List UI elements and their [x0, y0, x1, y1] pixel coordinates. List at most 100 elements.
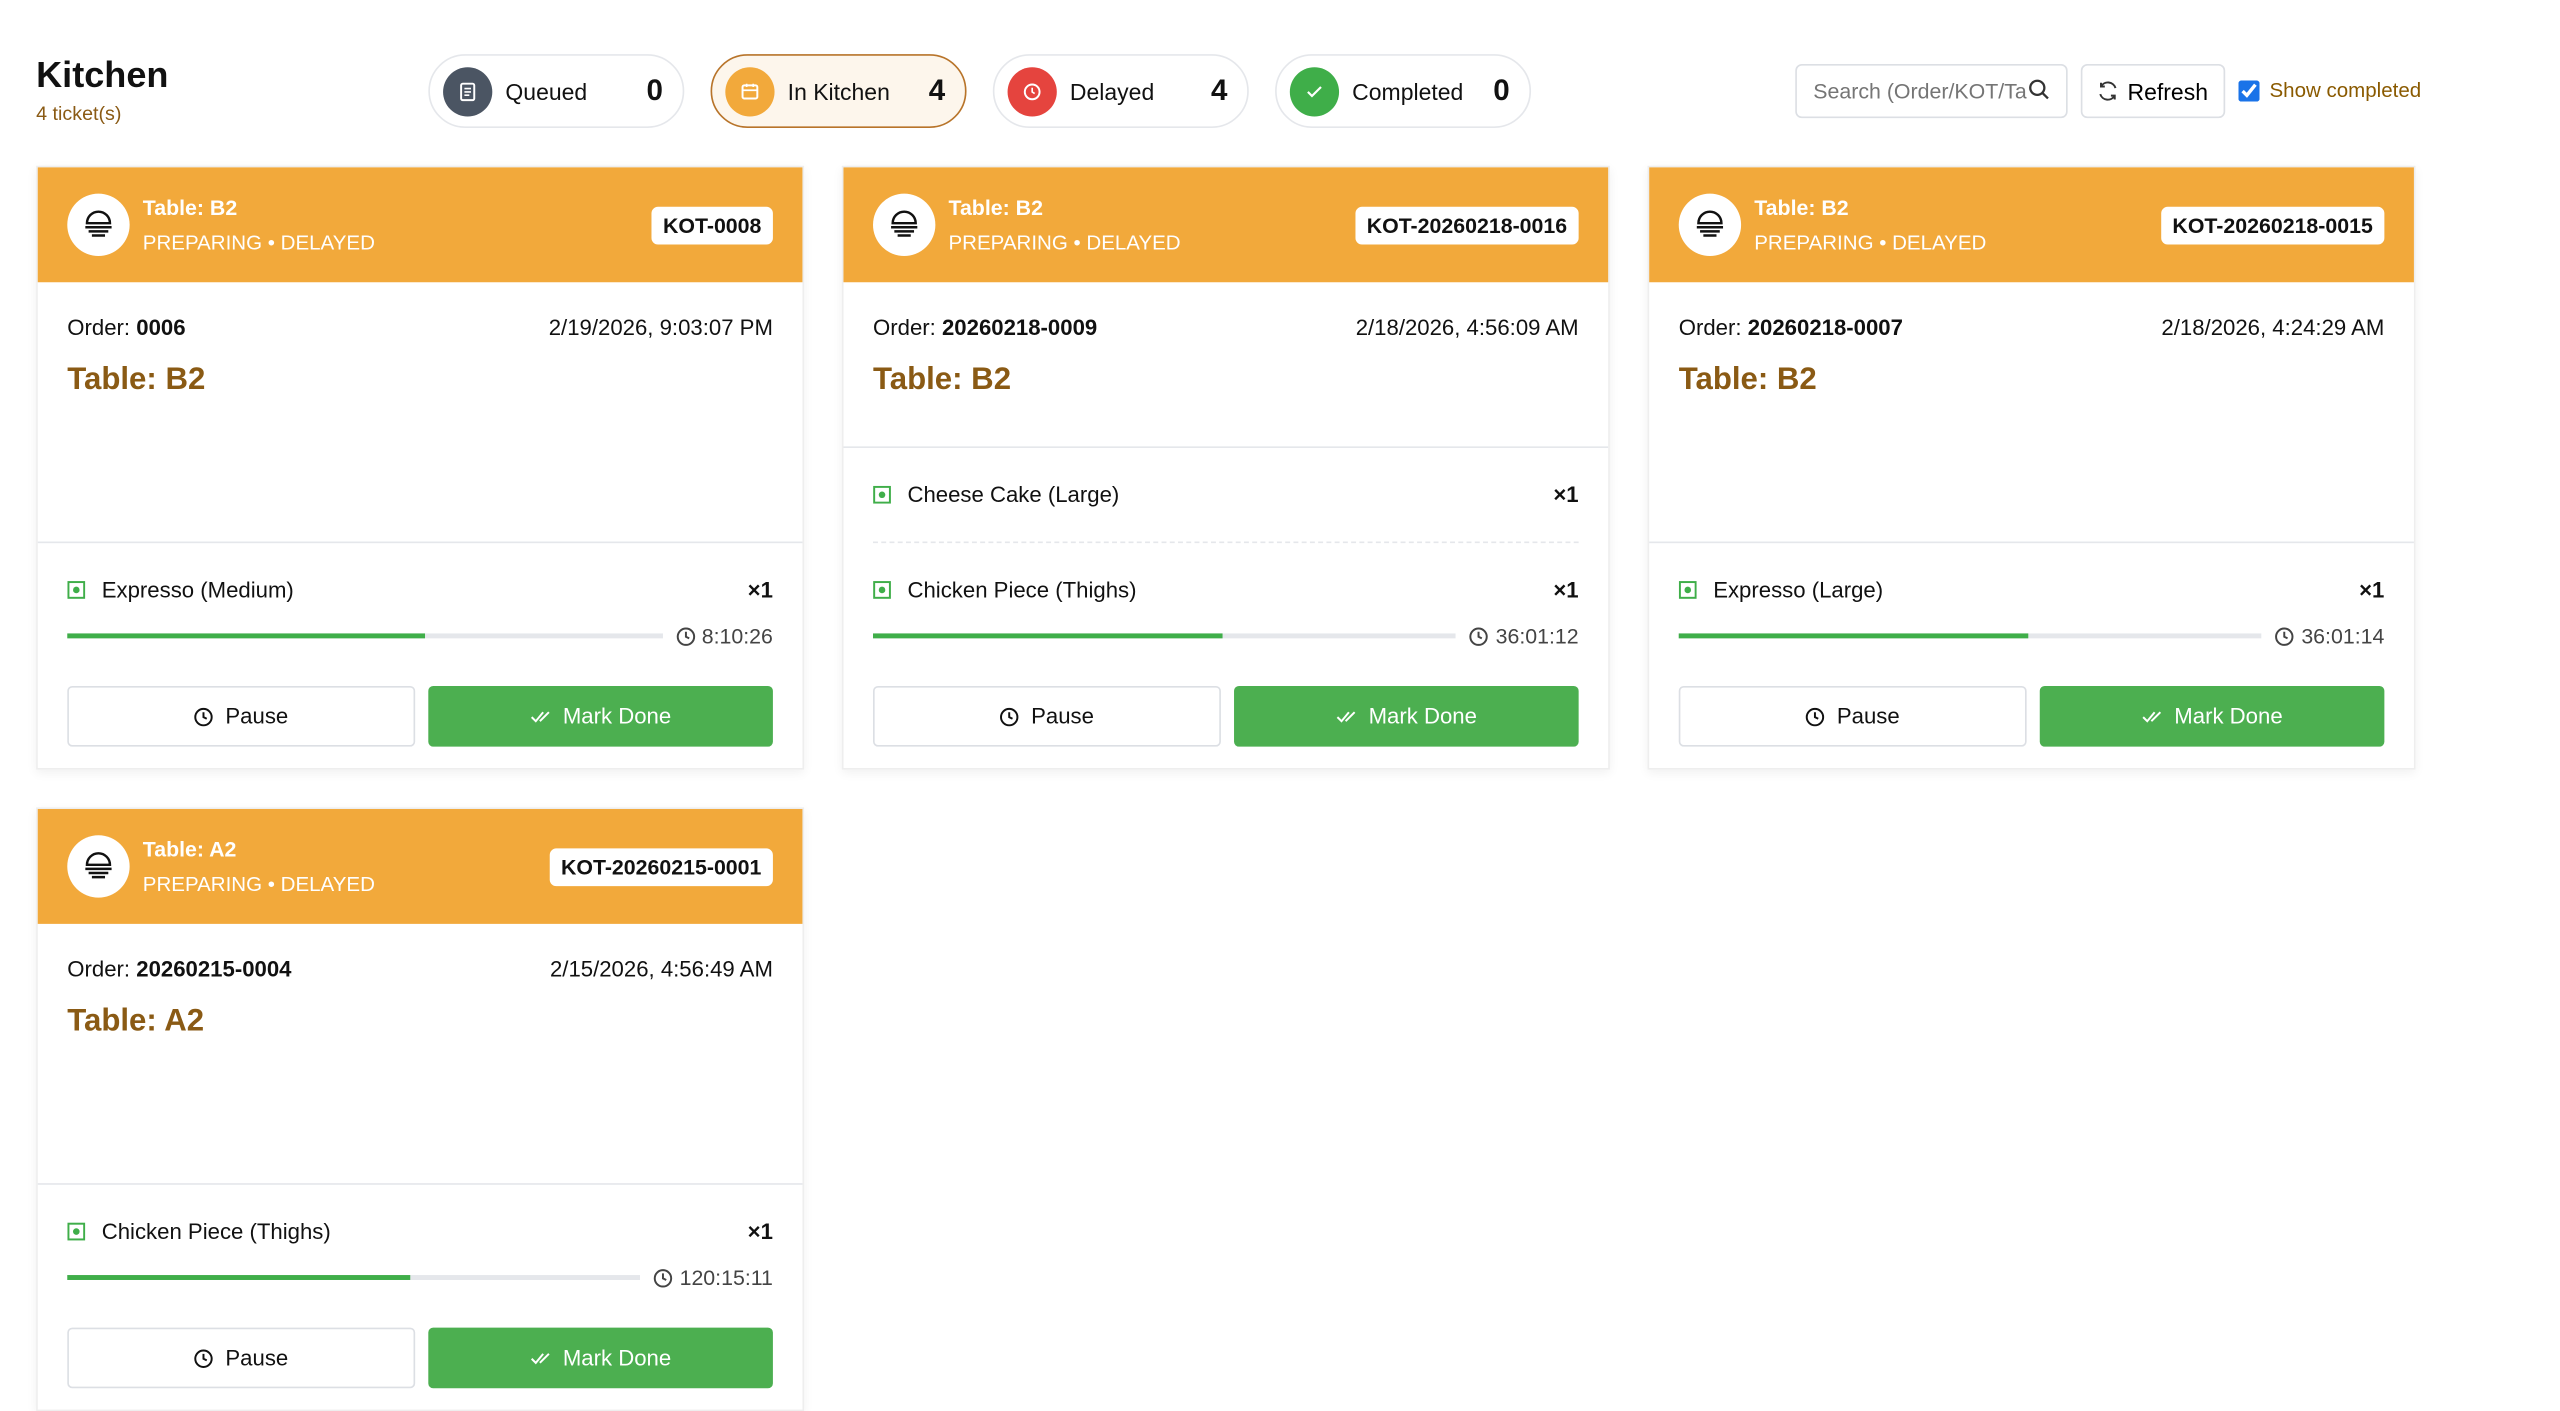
refresh-icon — [2100, 81, 2118, 101]
pause-label: Pause — [1836, 703, 1900, 729]
ticket-status: PREPARING • DELAYED — [142, 231, 375, 255]
timer-text: 36:01:14 — [2301, 623, 2385, 649]
order-item: Chicken Piece (Thighs) ×1 — [873, 543, 1579, 637]
stat-pill[interactable]: Queued 0 — [428, 54, 685, 128]
kitchen-screen: Kitchen 4 ticket(s) Queued 0 In Kitchen … — [36, 54, 2422, 1411]
mark-done-button[interactable]: Mark Done — [1234, 685, 1579, 747]
order-id: 20260218-0009 — [941, 315, 1098, 340]
progress-fill — [67, 633, 425, 639]
ticket-card: Table: B2 PREPARING • DELAYED KOT-202602… — [841, 165, 1610, 770]
order-label: Order: — [67, 956, 131, 982]
mark-done-button[interactable]: Mark Done — [2039, 685, 2385, 747]
timer-text: 36:01:12 — [1495, 623, 1579, 649]
veg-icon — [67, 581, 86, 599]
clock-icon — [1000, 707, 1019, 726]
order-item: Chicken Piece (Thighs) ×1 — [67, 1185, 773, 1279]
header-text: Table: B2 PREPARING • DELAYED — [1754, 195, 2148, 254]
timer-text: 8:10:26 — [701, 623, 773, 649]
stat-count: 0 — [646, 73, 663, 107]
pause-label: Pause — [225, 703, 289, 729]
pause-label: Pause — [225, 1345, 289, 1371]
stat-label: Delayed — [1069, 77, 1155, 105]
search-input[interactable] — [1795, 63, 2068, 119]
item-name: Expresso (Medium) — [101, 577, 294, 603]
table-logo — [67, 835, 130, 898]
actions: Pause Mark Done — [38, 658, 803, 768]
item-name: Chicken Piece (Thighs) — [907, 577, 1137, 603]
order-time: 2/19/2026, 9:03:07 PM — [548, 315, 773, 340]
order-info: Order: 20260218-0009 2/18/2026, 4:56:09 … — [843, 282, 1609, 448]
table-icon — [85, 852, 112, 879]
table-title: Table: A2 — [67, 1004, 205, 1039]
order-item: Expresso (Medium) ×1 — [67, 543, 773, 637]
refresh-label: Refresh — [2127, 77, 2208, 105]
item-qty: ×1 — [1553, 577, 1579, 603]
item-qty: ×1 — [1553, 482, 1579, 508]
progress-bar — [873, 633, 1457, 639]
order-number: Order: 20260218-0007 — [1679, 315, 2162, 340]
progress-bar — [1678, 633, 2262, 639]
ticket-header: Table: A2 PREPARING • DELAYED KOT-202602… — [37, 809, 803, 924]
ticket-header: Table: B2 PREPARING • DELAYED KOT-202602… — [1649, 167, 2414, 283]
order-label: Order: — [1678, 315, 1742, 340]
mark-done-button[interactable]: Mark Done — [428, 685, 773, 747]
header-table: Table: B2 — [1754, 195, 1849, 220]
item-name: Cheese Cake (Large) — [907, 482, 1120, 508]
timer: 8:10:26 — [675, 623, 773, 649]
order-row: Order: 0006 2/19/2026, 9:03:07 PM — [67, 315, 773, 340]
order-id: 20260218-0007 — [1747, 315, 1903, 340]
stat-label: Completed — [1352, 77, 1464, 105]
table-logo — [873, 193, 936, 256]
timer: 36:01:14 — [2275, 623, 2385, 649]
stat-pill[interactable]: In Kitchen 4 — [710, 54, 967, 128]
show-completed-label[interactable]: Show completed — [2269, 78, 2422, 102]
header-table: Table: B2 — [948, 195, 1043, 220]
progress-fill — [873, 633, 1223, 639]
item-list: Expresso (Large) ×1 — [1649, 543, 2414, 637]
order-id: 20260215-0004 — [136, 956, 292, 982]
order-row: Order: 20260215-0004 2/15/2026, 4:56:49 … — [67, 957, 773, 982]
pause-button[interactable]: Pause — [67, 1327, 416, 1389]
order-number: Order: 0006 — [67, 315, 548, 340]
header-text: Table: A2 PREPARING • DELAYED — [143, 837, 537, 896]
clock-icon — [1806, 707, 1825, 726]
order-label: Order: — [67, 315, 131, 340]
item-qty: ×1 — [747, 577, 773, 603]
check-icon — [530, 1352, 550, 1364]
table-icon — [891, 210, 918, 237]
done-label: Mark Done — [2174, 703, 2283, 729]
stat-icon — [741, 82, 759, 99]
veg-icon — [67, 1222, 86, 1241]
stat-label: Queued — [505, 77, 588, 105]
check-icon — [2142, 710, 2162, 722]
header-text: Table: B2 PREPARING • DELAYED — [948, 195, 1342, 254]
stat-label: In Kitchen — [787, 77, 890, 105]
progress-row: 120:15:11 — [38, 1255, 803, 1299]
veg-icon — [873, 485, 891, 504]
mark-done-button[interactable]: Mark Done — [428, 1327, 773, 1389]
stat-pill[interactable]: Delayed 4 — [992, 54, 1249, 128]
done-label: Mark Done — [1368, 703, 1477, 729]
search-icon — [2029, 79, 2049, 100]
ticket-count: 4 ticket(s) — [36, 101, 122, 125]
page: Kitchen 4 ticket(s) Queued 0 In Kitchen … — [36, 54, 2422, 1411]
order-id: 0006 — [136, 315, 186, 340]
show-completed-checkbox[interactable] — [2238, 80, 2260, 102]
ticket-status: PREPARING • DELAYED — [948, 231, 1181, 255]
ticket-header: Table: B2 PREPARING • DELAYED KOT-0008 — [37, 167, 803, 283]
stat-pill[interactable]: Completed 0 — [1275, 54, 1532, 128]
timer: 120:15:11 — [653, 1265, 773, 1290]
veg-icon — [1678, 581, 1697, 599]
ticket-header: Table: B2 PREPARING • DELAYED KOT-202602… — [843, 167, 1609, 283]
refresh-button[interactable]: Refresh — [2080, 63, 2226, 119]
pause-button[interactable]: Pause — [67, 685, 416, 747]
pause-button[interactable]: Pause — [873, 685, 1221, 747]
progress-bar — [67, 1275, 641, 1280]
pause-button[interactable]: Pause — [1678, 685, 2027, 747]
progress-bar — [67, 633, 663, 639]
ticket-card: Table: B2 PREPARING • DELAYED KOT-0008 O… — [36, 165, 805, 770]
clock-icon — [194, 707, 214, 726]
item-name: Expresso (Large) — [1713, 577, 1884, 603]
order-label: Order: — [873, 315, 936, 340]
order-info: Order: 20260218-0007 2/18/2026, 4:24:29 … — [1649, 282, 2414, 544]
